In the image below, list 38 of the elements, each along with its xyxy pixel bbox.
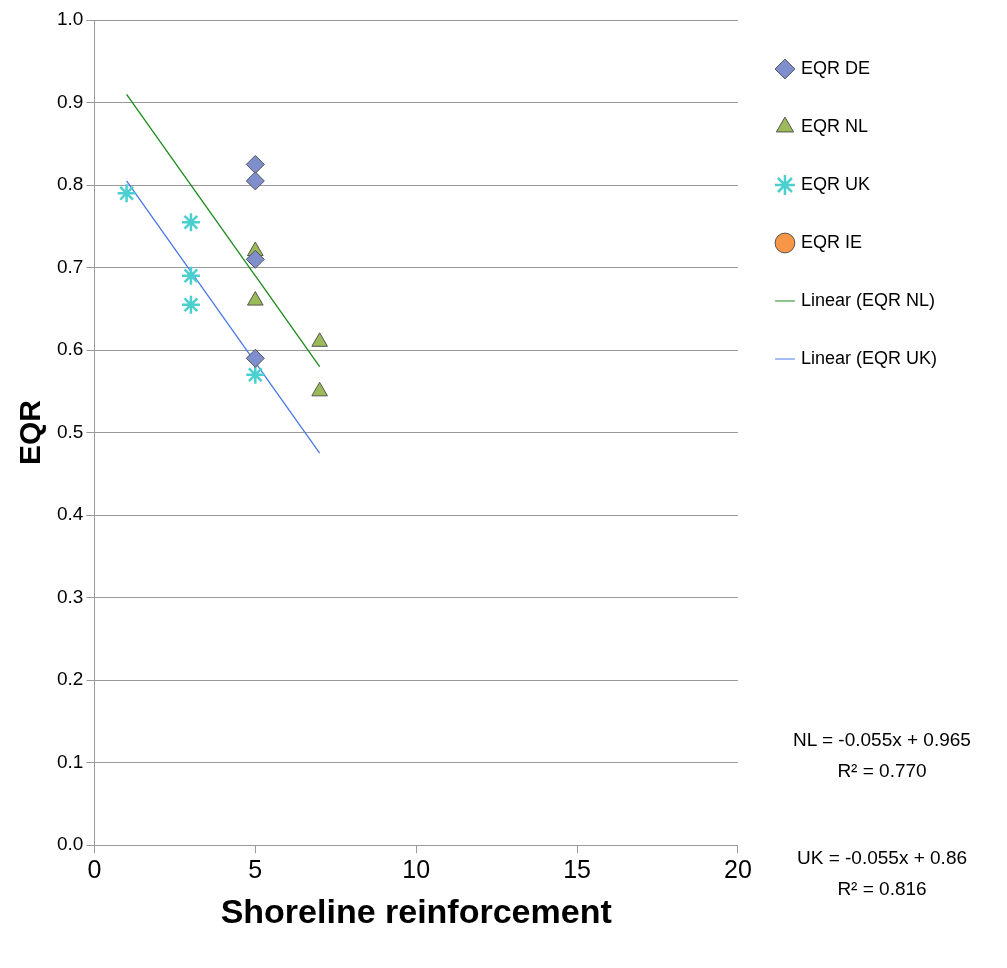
point [311, 332, 328, 347]
y-tick-label: 0.5 [56, 420, 84, 442]
point [311, 381, 328, 397]
x-tick-label: 0 [87, 855, 102, 884]
legend-label: EQR NL [800, 115, 868, 136]
point [247, 291, 264, 306]
y-tick-label: 1.0 [56, 8, 84, 30]
legend-label: EQR DE [800, 57, 870, 78]
y-tick-label: 0.1 [56, 750, 84, 772]
point [180, 294, 202, 315]
x-axis-title: Shoreline reinforcement [220, 891, 612, 930]
point [245, 154, 265, 174]
x-tick-label: 10 [402, 855, 431, 884]
legend-label: Linear (EQR UK) [800, 347, 938, 368]
text: NL = -0.055x + 0.965 R² = 0.770 [793, 729, 971, 782]
y-tick-label: 0.4 [56, 503, 84, 525]
legend-label: EQR UK [800, 173, 870, 194]
x-tick-label: 20 [724, 855, 752, 884]
text: UK = -0.055x + 0.86 R² = 0.816 [796, 847, 968, 900]
point [245, 348, 265, 368]
point [245, 171, 265, 191]
point [245, 364, 266, 386]
legend-label: Linear (EQR NL) [800, 289, 936, 310]
y-tick-label: 0.6 [56, 338, 84, 360]
y-tick-label: 0.2 [56, 668, 84, 690]
y-tick-label: 0.0 [56, 833, 84, 855]
point [180, 265, 202, 287]
point [180, 211, 202, 233]
y-axis-title: EQR [13, 399, 47, 466]
x-tick-label: 15 [563, 855, 591, 884]
point [116, 183, 137, 204]
y-tick-label: 0.7 [56, 255, 84, 277]
legend-label: EQR IE [800, 231, 862, 252]
y-tick-label: 0.8 [56, 173, 84, 195]
point [245, 249, 265, 269]
y-tick-label: 0.3 [56, 585, 84, 607]
y-tick-label: 0.9 [56, 90, 84, 112]
x-tick-label: 5 [248, 855, 263, 884]
